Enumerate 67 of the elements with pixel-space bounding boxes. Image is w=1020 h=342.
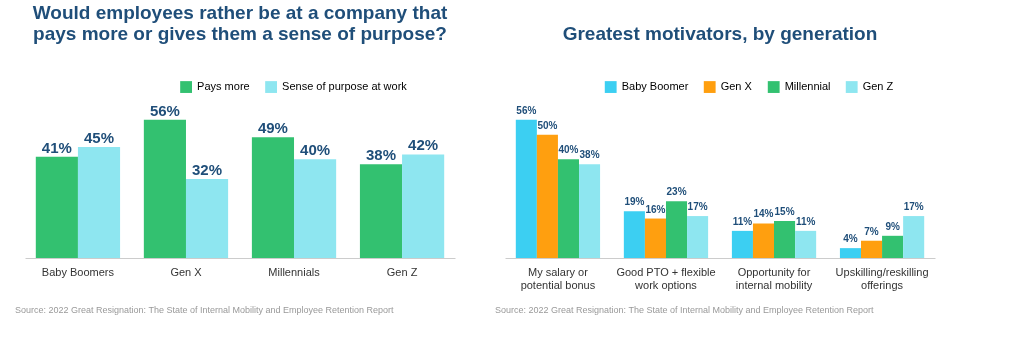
bar	[644, 218, 666, 258]
data-label: 11%	[795, 215, 816, 227]
bar	[903, 216, 925, 258]
bar	[557, 159, 580, 258]
data-label: 4%	[843, 233, 858, 245]
data-label: 41%	[41, 138, 72, 156]
bar	[665, 201, 688, 258]
bar	[882, 235, 904, 258]
legend-label: Pays more	[197, 80, 250, 93]
data-label: 19%	[624, 196, 645, 208]
bar	[752, 223, 775, 258]
bar	[731, 230, 753, 258]
data-label: 15%	[774, 206, 795, 217]
data-label: 38%	[579, 149, 600, 161]
chart-title: Greatest motivators, by generation	[562, 23, 878, 44]
x-tick-label: Upskilling/reskilling offerings	[835, 265, 929, 291]
x-tick-label: Millennials	[268, 265, 321, 278]
bar	[839, 248, 861, 258]
bar	[860, 240, 883, 258]
data-label: 23%	[666, 186, 687, 198]
x-tick-label: My salary or potential bonus	[520, 265, 596, 291]
data-label: 45%	[83, 129, 115, 146]
bar	[623, 211, 645, 258]
legend-label: Baby Boomer	[621, 80, 689, 93]
x-tick-label: Good PTO + flexible work options	[616, 265, 716, 291]
data-label: 56%	[516, 104, 537, 116]
bar	[185, 179, 229, 258]
data-label: 40%	[300, 141, 331, 159]
data-label: 14%	[753, 208, 774, 220]
source-note: Source: 2022 Great Resignation: The State of Internal Mobility and Employee Retention Report	[495, 305, 875, 315]
data-label: 40%	[558, 144, 579, 156]
bar	[579, 164, 601, 258]
legend-label: Sense of purpose at work	[282, 80, 408, 93]
bar	[359, 164, 403, 258]
data-label: 7%	[864, 225, 879, 237]
data-label: 11%	[732, 215, 753, 227]
bar	[515, 119, 537, 258]
x-tick-label: Gen Z	[386, 265, 418, 278]
legend-label: Gen Z	[862, 80, 894, 93]
bar	[294, 159, 337, 258]
bar	[251, 137, 295, 258]
text: Would employees rather be at a company that	[32, 2, 448, 23]
bar	[687, 216, 709, 258]
data-label: 16%	[645, 203, 666, 215]
data-label: 49%	[257, 119, 288, 137]
bar	[402, 154, 445, 258]
data-label: 50%	[537, 119, 558, 131]
data-label: 42%	[408, 136, 439, 154]
legend-label: Millennial	[784, 80, 831, 93]
data-label: 17%	[687, 201, 708, 213]
bar	[795, 230, 817, 258]
data-label: 9%	[885, 220, 900, 232]
data-label: 32%	[192, 161, 223, 179]
data-label: 38%	[365, 146, 397, 164]
bar	[143, 119, 186, 258]
legend-label: Gen X	[720, 80, 753, 93]
bar	[77, 147, 121, 258]
text: pays more or gives them a sense of purpose?	[33, 23, 447, 44]
x-tick-label: Gen X	[170, 265, 203, 278]
x-tick-label: Opportunity for internal mobility	[735, 265, 813, 291]
source-note: Source: 2022 Great Resignation: The State of Internal Mobility and Employee Retention Report	[15, 305, 395, 315]
bar	[774, 221, 796, 258]
x-tick-label: Baby Boomers	[41, 265, 115, 278]
bar	[536, 134, 558, 258]
data-label: 56%	[149, 101, 180, 119]
bar	[35, 156, 78, 258]
data-label: 17%	[903, 201, 924, 213]
